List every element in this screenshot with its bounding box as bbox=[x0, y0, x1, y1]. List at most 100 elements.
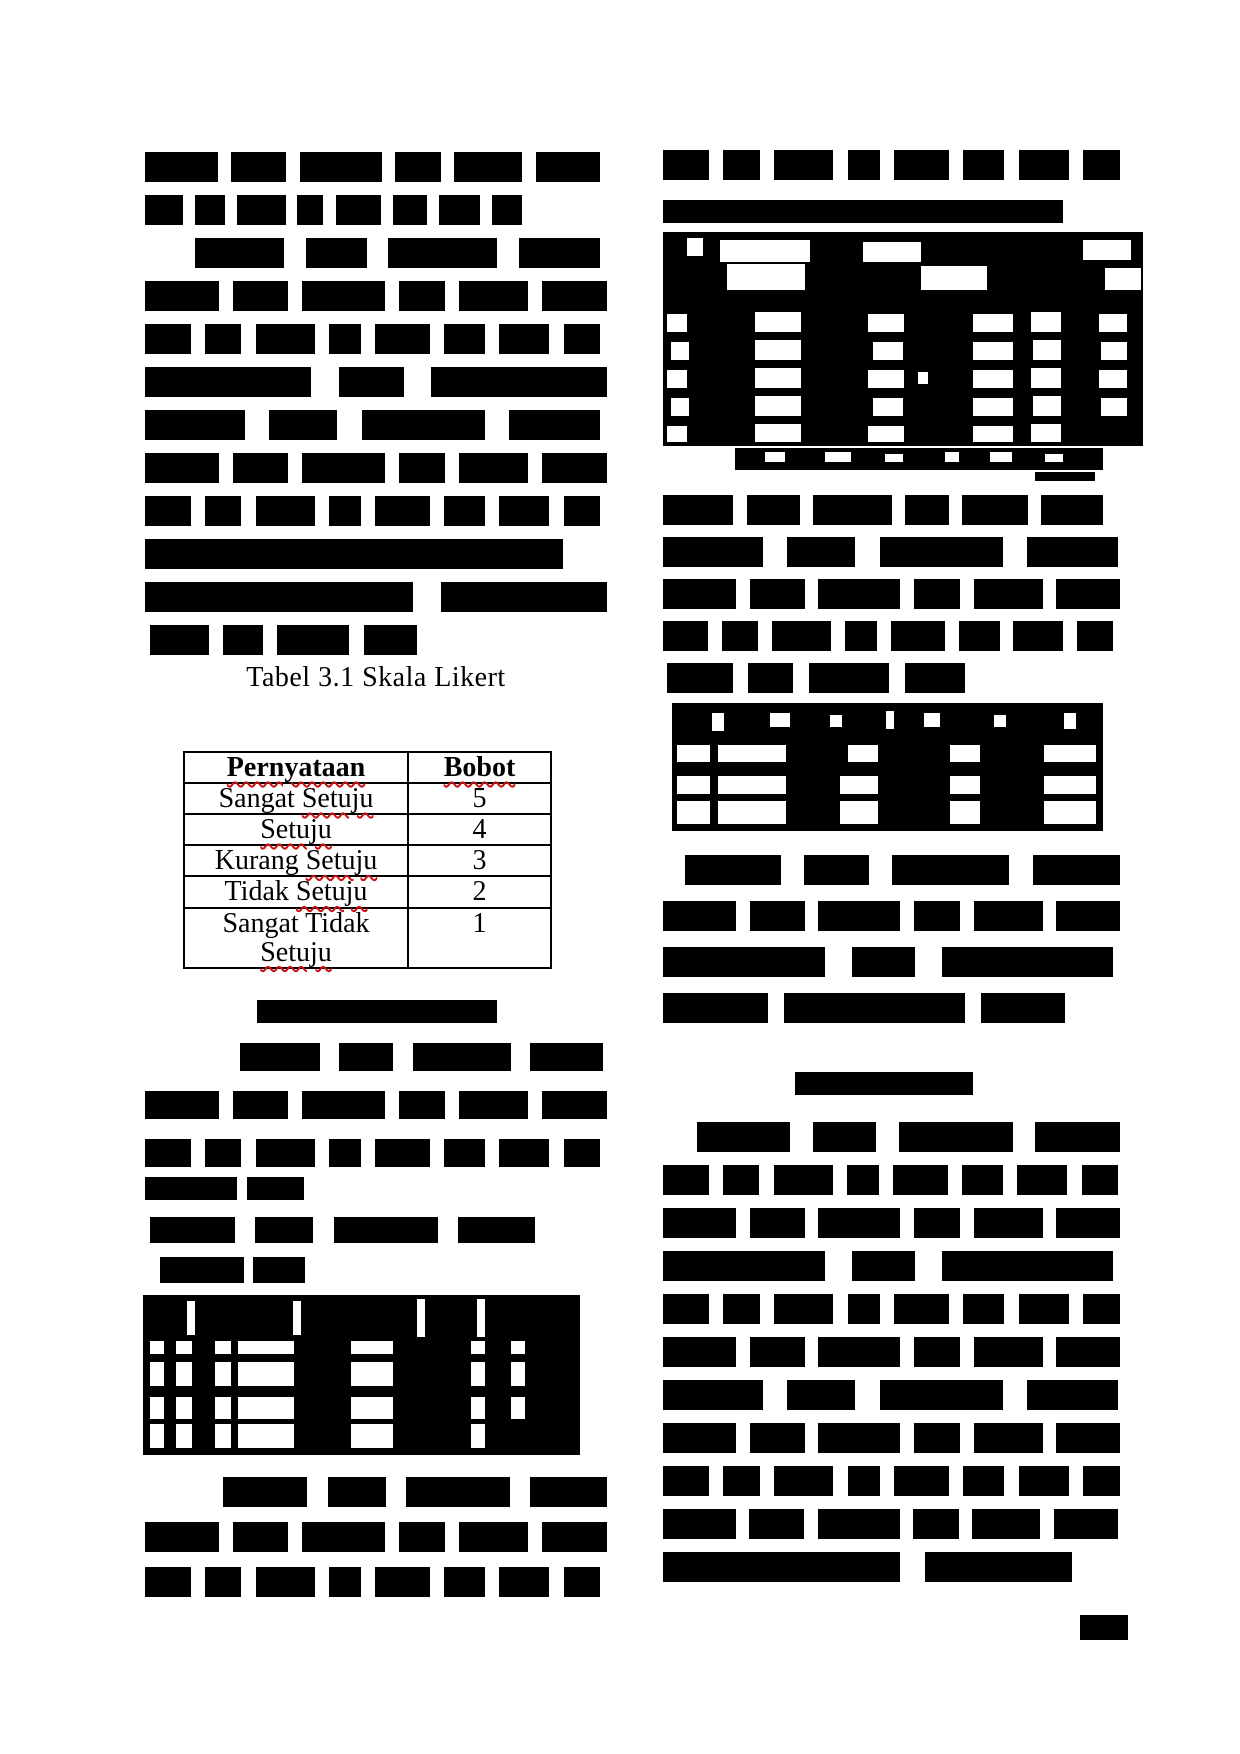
redaction-word bbox=[905, 495, 949, 525]
redaction-word bbox=[913, 1509, 959, 1539]
redaction-word bbox=[277, 625, 349, 655]
redaction-word bbox=[444, 1567, 485, 1597]
redaction-gap bbox=[1083, 240, 1131, 260]
redaction-word bbox=[1082, 1165, 1118, 1195]
redaction-word bbox=[256, 324, 315, 354]
redaction-word bbox=[205, 1139, 241, 1167]
redaction-word bbox=[339, 367, 404, 397]
table-row: Setuju 4 bbox=[183, 813, 552, 847]
redaction-word bbox=[256, 1139, 315, 1167]
redaction-word bbox=[145, 496, 191, 526]
cell-pernyataan: Setuju bbox=[183, 813, 409, 847]
redaction-word bbox=[509, 410, 600, 440]
redaction-word bbox=[723, 150, 760, 180]
redaction-word bbox=[723, 1466, 760, 1496]
redaction-word bbox=[813, 1122, 876, 1152]
redaction-word bbox=[972, 1509, 1040, 1539]
redacted-table bbox=[672, 703, 1103, 831]
redaction-word bbox=[723, 1165, 759, 1195]
redacted-table bbox=[735, 448, 1103, 470]
redaction-gap bbox=[176, 1341, 192, 1354]
header-pernyataan-label: Pernyataan bbox=[226, 752, 366, 783]
redaction-gap bbox=[417, 1299, 425, 1337]
redaction-gap bbox=[950, 745, 980, 762]
redaction-word bbox=[818, 901, 900, 931]
redaction-word bbox=[749, 1509, 804, 1539]
redaction-gap bbox=[677, 776, 710, 794]
redaction-gap bbox=[667, 370, 687, 388]
redaction-word bbox=[925, 1552, 1072, 1582]
table-caption: Tabel 3.1 Skala Likert bbox=[246, 662, 506, 693]
redaction-word bbox=[499, 324, 549, 354]
redaction-word bbox=[974, 579, 1043, 609]
pernyataan-marked: Setuju bbox=[301, 783, 374, 815]
redaction-word bbox=[1035, 1122, 1120, 1152]
redaction-word bbox=[247, 1177, 304, 1200]
cell-pernyataan: Kurang Setuju bbox=[183, 844, 409, 878]
redaction-word bbox=[663, 901, 736, 931]
redaction-word bbox=[891, 621, 945, 651]
redaction-word bbox=[663, 993, 768, 1023]
pernyataan-marked: Setuju bbox=[305, 845, 378, 877]
redaction-gap bbox=[1044, 801, 1096, 824]
redaction-word bbox=[1019, 150, 1069, 180]
redaction-word bbox=[748, 663, 793, 693]
redaction-word bbox=[302, 1522, 385, 1552]
cell-pernyataan: Tidak Setuju bbox=[183, 875, 409, 909]
redaction-gap bbox=[1099, 314, 1127, 332]
redaction-word bbox=[145, 410, 245, 440]
redaction-word bbox=[444, 324, 485, 354]
redaction-gap bbox=[215, 1424, 231, 1448]
redaction-gap bbox=[885, 454, 903, 462]
redaction-gap bbox=[755, 368, 801, 388]
redaction-gap bbox=[770, 713, 790, 727]
redaction-word bbox=[942, 947, 1113, 977]
redaction-word bbox=[300, 152, 382, 182]
redaction-gap bbox=[990, 452, 1012, 462]
redaction-word bbox=[388, 238, 497, 268]
redaction-word bbox=[145, 152, 218, 182]
redaction-word bbox=[364, 625, 417, 655]
redaction-word bbox=[339, 1043, 393, 1071]
redaction-gap bbox=[712, 713, 724, 731]
redaction-word bbox=[444, 1139, 485, 1167]
redaction-word bbox=[1056, 1208, 1120, 1238]
redaction-word bbox=[255, 1217, 313, 1243]
redaction-word bbox=[413, 1043, 511, 1071]
redaction-word bbox=[431, 367, 607, 397]
redaction-word bbox=[914, 579, 960, 609]
redaction-word bbox=[818, 1208, 900, 1238]
redaction-gap bbox=[755, 396, 801, 416]
redaction-word bbox=[1041, 495, 1103, 525]
redaction-gap bbox=[238, 1362, 294, 1386]
redaction-word bbox=[145, 324, 191, 354]
redaction-word bbox=[818, 1423, 900, 1453]
redaction-gap bbox=[150, 1362, 164, 1386]
redaction-word bbox=[145, 582, 413, 612]
redaction-bar bbox=[1035, 472, 1095, 481]
redaction-word bbox=[160, 1257, 244, 1283]
redaction-word bbox=[663, 1509, 736, 1539]
table-row: Tidak Setuju 2 bbox=[183, 875, 552, 909]
redaction-word bbox=[395, 152, 441, 182]
redaction-word bbox=[145, 1567, 191, 1597]
redaction-word bbox=[150, 625, 209, 655]
redaction-word bbox=[787, 537, 855, 567]
redaction-word bbox=[848, 1466, 880, 1496]
redaction-word bbox=[256, 1567, 315, 1597]
redaction-gap bbox=[918, 372, 928, 384]
redaction-gap bbox=[973, 426, 1013, 442]
redaction-word bbox=[894, 150, 949, 180]
redaction-word bbox=[750, 579, 805, 609]
redaction-word bbox=[499, 496, 549, 526]
redaction-gap bbox=[1064, 713, 1076, 729]
redaction-word bbox=[845, 621, 877, 651]
redaction-gap bbox=[873, 342, 903, 360]
redaction-gap bbox=[950, 776, 980, 794]
redaction-gap bbox=[667, 426, 687, 442]
redaction-word bbox=[663, 1208, 736, 1238]
redaction-word bbox=[1019, 1466, 1069, 1496]
redaction-gap bbox=[351, 1397, 393, 1419]
redaction-word bbox=[399, 453, 445, 483]
